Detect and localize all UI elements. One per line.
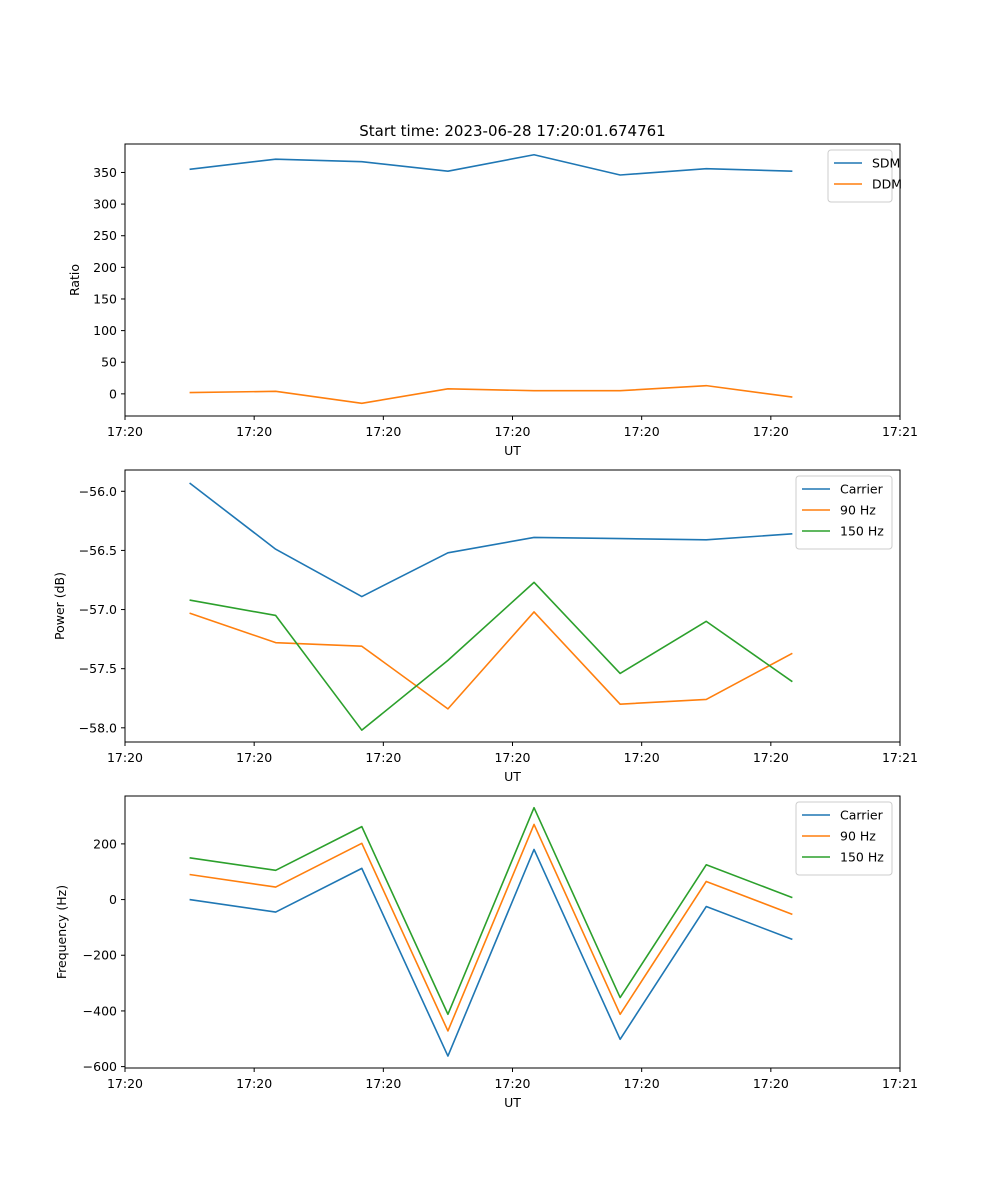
- x-tick-label: 17:20: [236, 750, 272, 765]
- x-axis-label: UT: [504, 443, 521, 458]
- x-tick-label: 17:20: [753, 424, 789, 439]
- x-tick-label: 17:21: [882, 1076, 918, 1091]
- legend-entry-label: 150 Hz: [840, 850, 884, 865]
- y-tick-label: −57.0: [79, 602, 117, 617]
- series-line-carrier: [189, 482, 793, 598]
- y-tick-label: −600: [83, 1059, 117, 1074]
- y-tick-label: 300: [93, 197, 117, 212]
- y-tick-label: 350: [93, 165, 117, 180]
- series-line-90-hz: [189, 823, 793, 1032]
- chart-panel-3: 17:20 17:20 17:20 17:20 17:20 17:20 17:21 −600 −…: [54, 795, 918, 1110]
- chart-panel-2: 17:20 17:20 17:20 17:20 17:20 17:20 17:21 −58.0…: [52, 469, 918, 784]
- y-axis-label: Power (dB): [52, 572, 67, 640]
- legend: Carrier 90 Hz 150 Hz: [795, 475, 893, 550]
- series-line-150-hz: [189, 581, 793, 731]
- y-tick-label: 0: [109, 386, 117, 401]
- legend-entry-label: Carrier: [840, 808, 884, 823]
- x-tick-label: 17:20: [365, 750, 401, 765]
- legend-entry-label: 90 Hz: [840, 829, 876, 844]
- y-axis-label: Frequency (Hz): [54, 885, 69, 979]
- y-tick-label: −56.0: [79, 484, 117, 499]
- x-tick-label: 17:20: [494, 750, 530, 765]
- y-tick-label: −400: [83, 1003, 117, 1018]
- x-tick-label: 17:20: [494, 424, 530, 439]
- x-tick-label: 17:20: [107, 1076, 143, 1091]
- legend-entry-label: 150 Hz: [840, 524, 884, 539]
- y-tick-label: 200: [93, 836, 117, 851]
- y-tick-label: −56.5: [79, 543, 117, 558]
- series-line-sdm: [189, 153, 793, 176]
- x-tick-label: 17:20: [236, 1076, 272, 1091]
- y-tick-label: −200: [83, 948, 117, 963]
- x-tick-label: 17:21: [882, 424, 918, 439]
- series-line-150-hz: [189, 806, 793, 1016]
- series-line-carrier: [189, 848, 793, 1057]
- y-tick-label: 250: [93, 228, 117, 243]
- legend-entry-label: SDM: [872, 156, 900, 171]
- x-tick-label: 17:20: [753, 750, 789, 765]
- y-axis-label: Ratio: [67, 264, 82, 296]
- chart-panel-1: Start time: 2023-06-28 17:20:01.674761 17…: [67, 122, 918, 458]
- x-tick-label: 17:20: [365, 424, 401, 439]
- series-line-ddm: [189, 384, 793, 405]
- y-tick-label: −57.5: [79, 661, 117, 676]
- x-tick-label: 17:20: [365, 1076, 401, 1091]
- y-tick-label: −58.0: [79, 720, 117, 735]
- x-tick-label: 17:20: [624, 750, 660, 765]
- x-tick-label: 17:20: [107, 750, 143, 765]
- x-tick-label: 17:20: [107, 424, 143, 439]
- axes-frame: [124, 469, 901, 743]
- y-tick-label: 150: [93, 291, 117, 306]
- y-tick-label: 200: [93, 260, 117, 275]
- legend-entry-label: DDM: [872, 177, 902, 192]
- axes-frame: [124, 795, 901, 1069]
- x-tick-label: 17:20: [624, 424, 660, 439]
- legend-entry-label: 90 Hz: [840, 503, 876, 518]
- chart-title: Start time: 2023-06-28 17:20:01.674761: [359, 122, 665, 140]
- legend: Carrier 90 Hz 150 Hz: [795, 801, 893, 876]
- x-axis-label: UT: [504, 1095, 521, 1110]
- x-tick-label: 17:20: [753, 1076, 789, 1091]
- series-line-90-hz: [189, 611, 793, 710]
- legend-entry-label: Carrier: [840, 482, 884, 497]
- x-tick-label: 17:20: [236, 424, 272, 439]
- x-tick-label: 17:20: [494, 1076, 530, 1091]
- axes-frame: [124, 143, 901, 417]
- y-tick-label: 50: [101, 355, 117, 370]
- x-tick-label: 17:20: [624, 1076, 660, 1091]
- x-axis-label: UT: [504, 769, 521, 784]
- y-tick-label: 100: [93, 323, 117, 338]
- x-tick-label: 17:21: [882, 750, 918, 765]
- y-tick-label: 0: [109, 892, 117, 907]
- legend: SDM DDM: [827, 149, 902, 203]
